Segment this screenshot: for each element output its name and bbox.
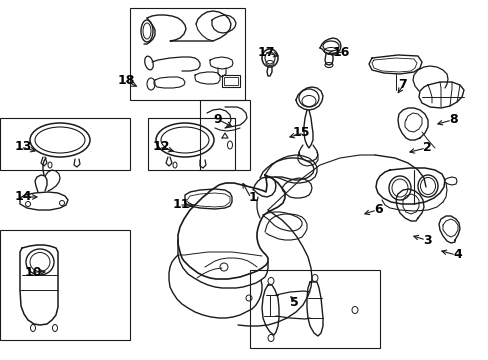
Text: 15: 15	[292, 126, 309, 139]
Text: 8: 8	[448, 113, 457, 126]
Text: 5: 5	[289, 296, 298, 309]
Text: 14: 14	[15, 190, 32, 203]
Bar	[222, 75, 240, 87]
Text: 7: 7	[397, 77, 406, 90]
Bar	[148, 118, 235, 170]
Bar	[200, 100, 249, 170]
Text: 1: 1	[248, 192, 257, 204]
Text: 18: 18	[118, 73, 135, 86]
Bar	[249, 270, 379, 348]
Bar	[0, 118, 130, 170]
Bar	[130, 8, 244, 100]
Text: 9: 9	[213, 113, 221, 126]
Text: 10: 10	[25, 265, 42, 279]
Text: 6: 6	[374, 203, 382, 216]
Text: 4: 4	[452, 248, 461, 261]
Text: 16: 16	[332, 45, 349, 58]
Text: 2: 2	[423, 141, 431, 154]
Text: 17: 17	[258, 45, 275, 58]
Text: 3: 3	[423, 234, 431, 247]
Bar	[224, 77, 238, 85]
Text: 13: 13	[15, 140, 32, 153]
Text: 11: 11	[173, 198, 190, 211]
Text: 12: 12	[153, 140, 170, 153]
Bar	[0, 230, 130, 340]
